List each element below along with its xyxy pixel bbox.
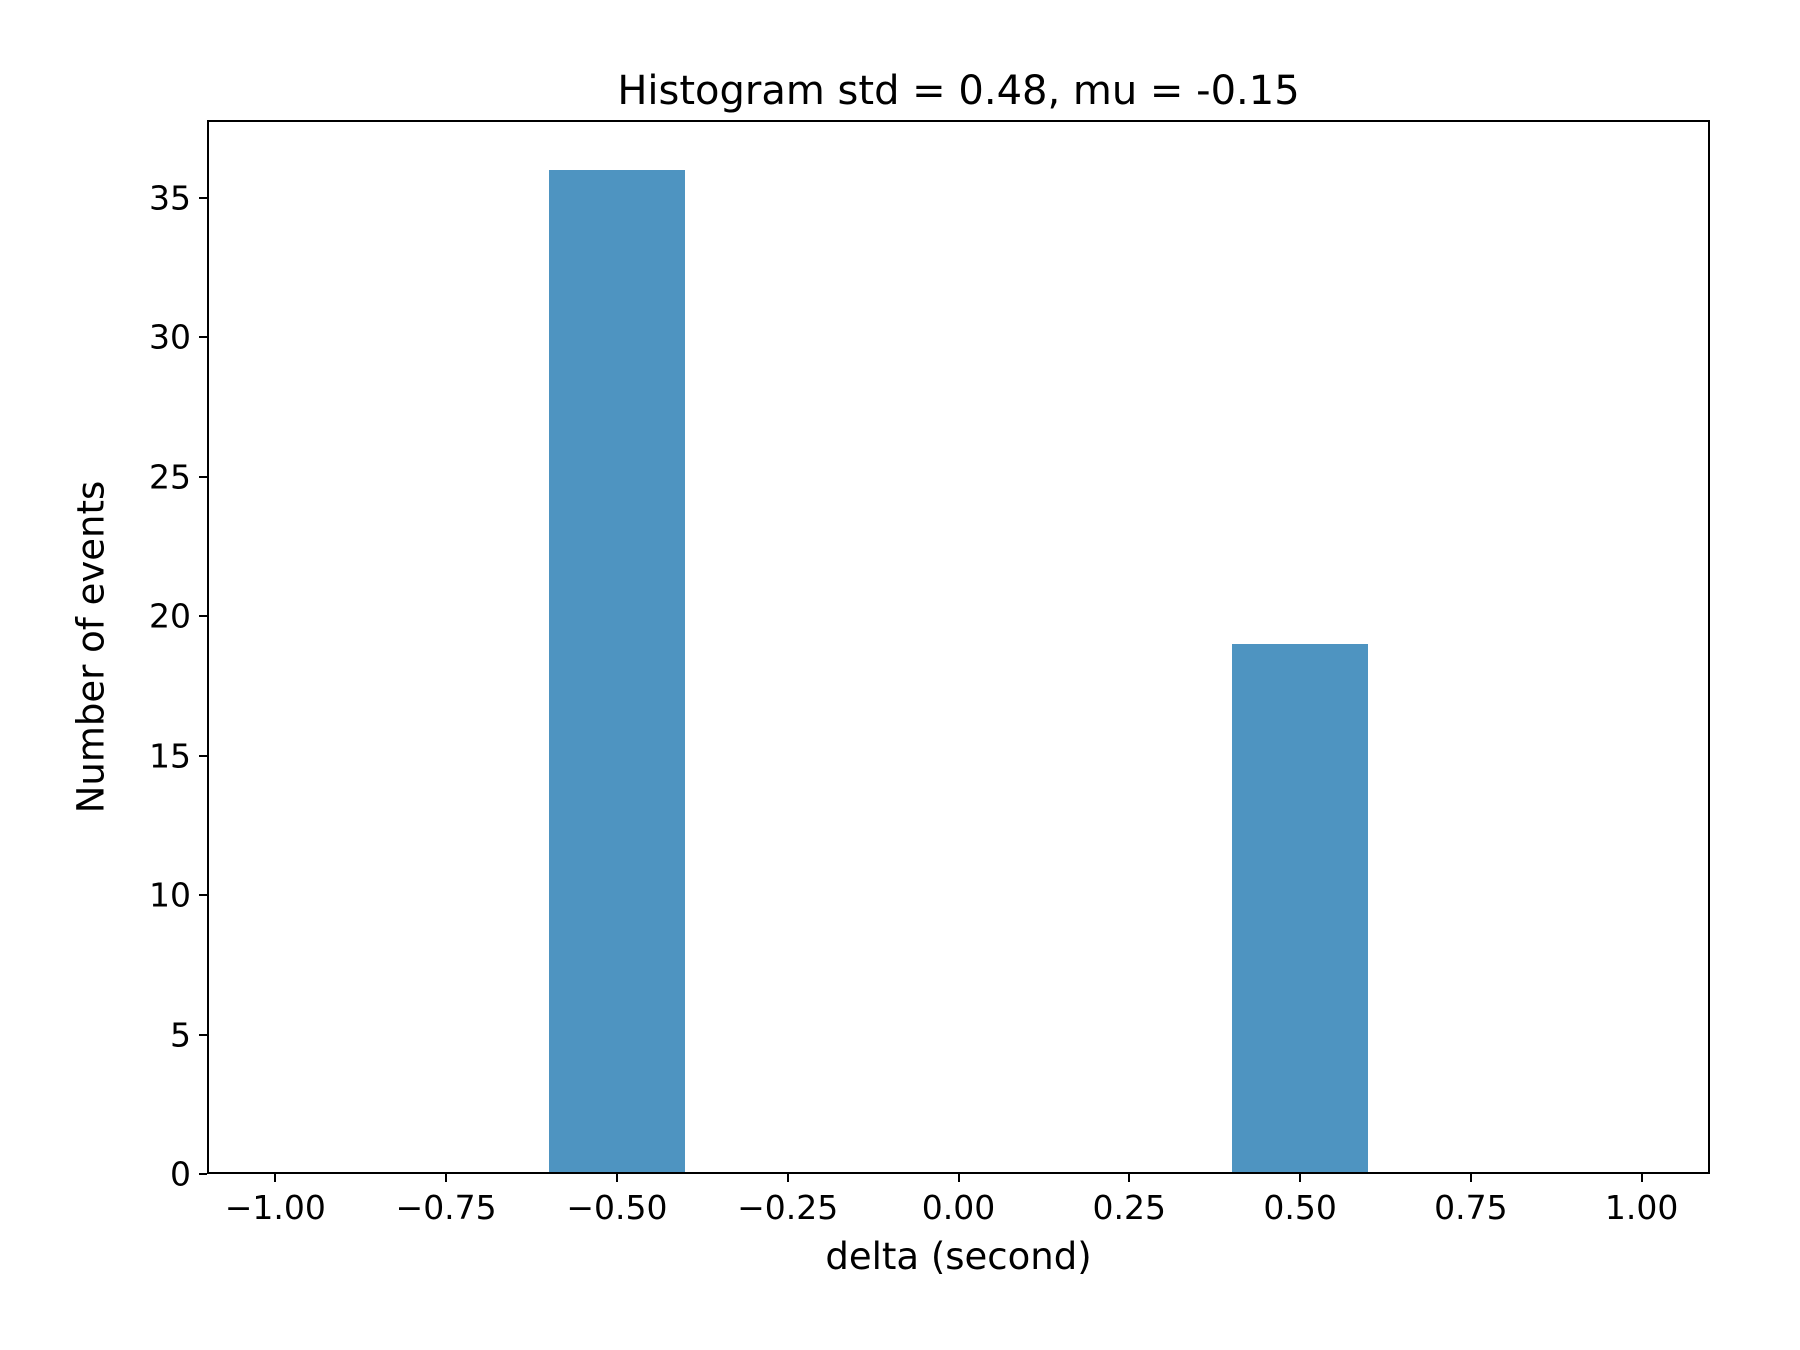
y-tick-label: 15 <box>149 736 191 775</box>
y-tick <box>199 476 207 478</box>
x-tick-label: 1.00 <box>1605 1188 1678 1227</box>
x-tick-label: −0.50 <box>566 1188 667 1227</box>
x-tick <box>445 1174 447 1182</box>
x-tick-label: 0.50 <box>1263 1188 1336 1227</box>
chart-title: Histogram std = 0.48, mu = -0.15 <box>617 68 1299 114</box>
plot-area: −1.00−0.75−0.50−0.250.000.250.500.751.00… <box>207 120 1710 1174</box>
axis-border <box>207 120 1710 1174</box>
x-tick-label: −0.75 <box>396 1188 497 1227</box>
y-tick <box>199 1034 207 1036</box>
y-tick-label: 20 <box>149 597 191 636</box>
x-tick-label: 0.75 <box>1434 1188 1507 1227</box>
y-tick-label: 25 <box>149 457 191 496</box>
x-tick <box>274 1174 276 1182</box>
x-axis-label: delta (second) <box>825 1235 1091 1278</box>
x-tick-label: −1.00 <box>225 1188 326 1227</box>
y-tick-label: 5 <box>170 1015 191 1054</box>
x-tick <box>1299 1174 1301 1182</box>
x-tick-label: 0.00 <box>922 1188 995 1227</box>
y-tick-label: 10 <box>149 876 191 915</box>
x-tick <box>1128 1174 1130 1182</box>
x-tick <box>616 1174 618 1182</box>
x-tick <box>1641 1174 1643 1182</box>
y-tick <box>199 197 207 199</box>
x-tick <box>1470 1174 1472 1182</box>
y-tick <box>199 615 207 617</box>
y-axis-label: Number of events <box>70 481 113 813</box>
y-tick-label: 35 <box>149 179 191 218</box>
y-tick <box>199 1173 207 1175</box>
y-tick <box>199 336 207 338</box>
y-tick <box>199 894 207 896</box>
y-tick <box>199 755 207 757</box>
y-tick-label: 30 <box>149 318 191 357</box>
x-tick <box>787 1174 789 1182</box>
x-tick-label: −0.25 <box>737 1188 838 1227</box>
histogram-bar <box>1232 644 1369 1174</box>
y-tick-label: 0 <box>170 1155 191 1194</box>
figure: Histogram std = 0.48, mu = -0.15 Number … <box>0 0 1800 1350</box>
x-tick <box>958 1174 960 1182</box>
x-tick-label: 0.25 <box>1093 1188 1166 1227</box>
histogram-bar <box>549 170 686 1174</box>
